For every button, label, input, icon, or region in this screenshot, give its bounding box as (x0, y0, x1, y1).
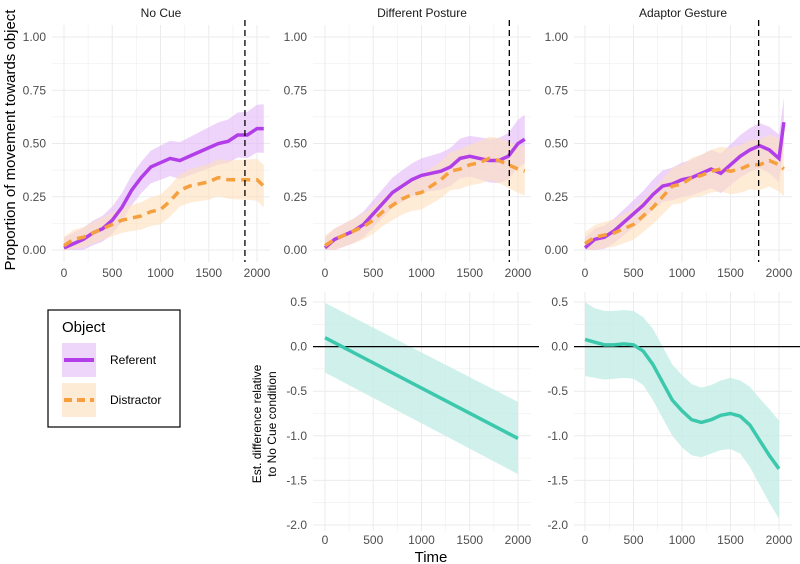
legend-title: Object (62, 319, 106, 336)
x-tick-label: 500 (363, 266, 383, 280)
x-tick-label: 1000 (669, 533, 696, 547)
x-tick-label: 1000 (669, 266, 696, 280)
x-tick-label: 2000 (244, 266, 271, 280)
x-tick-label: 1000 (147, 266, 174, 280)
x-tick-label: 0 (582, 266, 589, 280)
x-tick-label: 1000 (408, 533, 435, 547)
x-tick-label: 1000 (408, 266, 435, 280)
y-tick-label: 1.00 (545, 30, 569, 44)
x-tick-label: 2000 (505, 266, 532, 280)
y-tick-label: 0.25 (545, 190, 569, 204)
legend-item-distractor: Distractor (110, 393, 161, 407)
x-tick-label: 2000 (505, 533, 532, 547)
x-tick-label: 2000 (766, 266, 793, 280)
y-tick-label: 0.75 (545, 83, 569, 97)
y-tick-label: 0.50 (284, 137, 308, 151)
x-tick-label: 500 (623, 266, 643, 280)
y-tick-label: -1.0 (547, 429, 568, 443)
x-tick-label: 0 (322, 533, 329, 547)
difference-line (324, 336, 519, 441)
ci-band-distractor (325, 136, 525, 250)
y-tick-label: -1.0 (286, 429, 307, 443)
x-tick-label: 0 (322, 266, 329, 280)
x-tick-label: 2000 (766, 533, 793, 547)
y-tick-label: 0.50 (545, 137, 569, 151)
x-tick-label: 0 (61, 266, 68, 280)
series-line-distractor (324, 156, 526, 248)
y-tick-label: 0.25 (284, 190, 308, 204)
y-tick-label: 0.00 (284, 243, 308, 257)
y-tick-label: 0.25 (23, 190, 47, 204)
y-tick-label: 0.75 (284, 83, 308, 97)
x-tick-label: 1500 (717, 266, 744, 280)
y-tick-label: 0.50 (23, 137, 47, 151)
x-tick-label: 500 (363, 533, 383, 547)
y-tick-label: 0.5 (290, 295, 307, 309)
panel-2: 0 500 1000 1500 2000 0.00 0.25 0.50 0.75 1.00 Adap… (545, 6, 793, 280)
y-tick-label: -1.5 (286, 473, 307, 487)
panel-0: 0 500 1000 1500 2000 0.00 0.25 0.50 0.75 1.00 No C… (23, 6, 271, 280)
y-axis-title-top: Proportion of movement towards object (2, 9, 19, 271)
y-tick-label: -2.0 (286, 518, 307, 532)
y-tick-label: 1.00 (284, 30, 308, 44)
x-tick-label: 1500 (717, 533, 744, 547)
y-tick-label: 0.0 (551, 340, 568, 354)
x-tick-label: 1500 (456, 533, 483, 547)
y-tick-label: -1.5 (547, 473, 568, 487)
panel-3: 0 500 1000 1500 2000 -2.0 -1.5 -1.0 -0.5 0.0 0.5 (286, 292, 539, 547)
y-axis-title-bottom-1: Est. difference relative (250, 364, 264, 483)
legend: Object Referent Distractor (47, 309, 181, 428)
y-tick-label: -0.5 (286, 384, 307, 398)
difference-line (584, 337, 781, 470)
y-tick-label: -0.5 (547, 384, 568, 398)
y-tick-label: -2.0 (547, 518, 568, 532)
y-tick-label: 0.00 (545, 243, 569, 257)
y-tick-label: 0.75 (23, 83, 47, 97)
panel-title: No Cue (141, 6, 182, 20)
panel-1: 0 500 1000 1500 2000 0.00 0.25 0.50 0.75 1.00 Diff… (284, 6, 532, 280)
x-tick-label: 0 (582, 533, 589, 547)
y-tick-label: 0.00 (23, 243, 47, 257)
panel-title: Adaptor Gesture (639, 6, 727, 20)
y-tick-label: 0.5 (551, 295, 568, 309)
series-line-distractor (584, 158, 786, 246)
x-tick-label: 1500 (195, 266, 222, 280)
x-tick-label: 1500 (456, 266, 483, 280)
x-axis-title: Time (415, 549, 448, 564)
panel-4: 0 500 1000 1500 2000 -2.0 -1.5 -1.0 -0.5 0.0 0.5 (547, 292, 800, 547)
series-line-distractor (63, 175, 265, 248)
legend-item-referent: Referent (110, 353, 157, 367)
y-tick-label: 0.0 (290, 340, 307, 354)
series-line-referent (583, 121, 786, 250)
panel-title: Different Posture (377, 6, 467, 20)
y-tick-label: 1.00 (23, 30, 47, 44)
x-tick-label: 500 (102, 266, 122, 280)
x-tick-label: 500 (623, 533, 643, 547)
y-axis-title-bottom-2: to No Cue condition (265, 371, 279, 476)
